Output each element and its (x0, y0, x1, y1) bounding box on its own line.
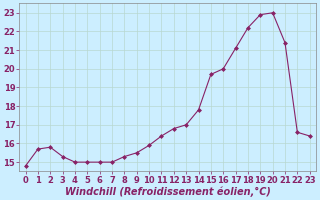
X-axis label: Windchill (Refroidissement éolien,°C): Windchill (Refroidissement éolien,°C) (65, 186, 271, 197)
